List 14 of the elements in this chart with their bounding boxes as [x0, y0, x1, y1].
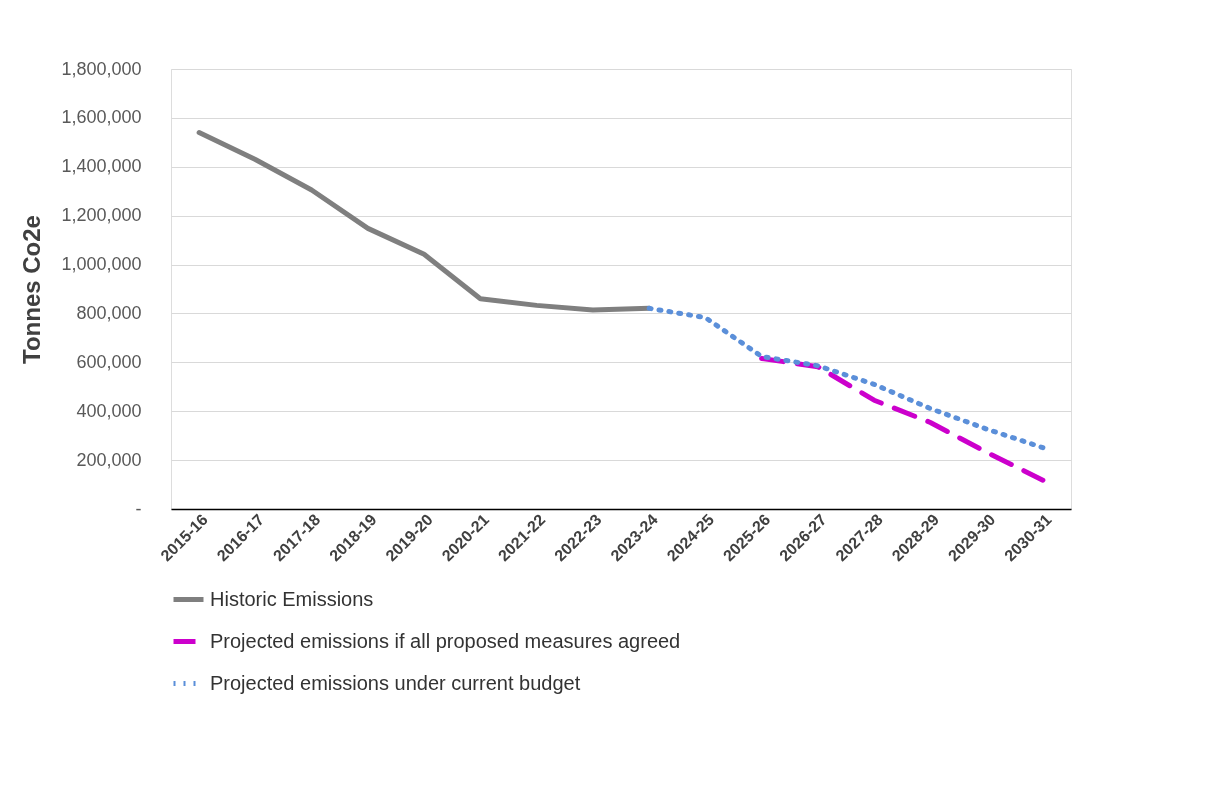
y-tick-label: 1,600,000: [61, 107, 142, 128]
legend-label: Projected emissions if all proposed measures agreed: [210, 629, 681, 652]
legend-label: Projected emissions under current budget: [210, 671, 581, 694]
y-tick-label: 800,000: [76, 302, 142, 323]
y-tick-label: 400,000: [76, 400, 142, 421]
legend-label: Historic Emissions: [210, 587, 374, 610]
y-tick-label: 1,400,000: [61, 156, 142, 177]
y-tick-label: -: [135, 498, 142, 519]
y-tick-label: 1,000,000: [61, 254, 142, 275]
y-axis-title: Tonnes Co2e: [18, 215, 46, 364]
y-tick-label: 600,000: [76, 351, 142, 372]
y-tick-label: 200,000: [76, 449, 142, 470]
y-tick-label: 1,200,000: [61, 205, 142, 226]
y-tick-label: 1,800,000: [61, 58, 142, 79]
